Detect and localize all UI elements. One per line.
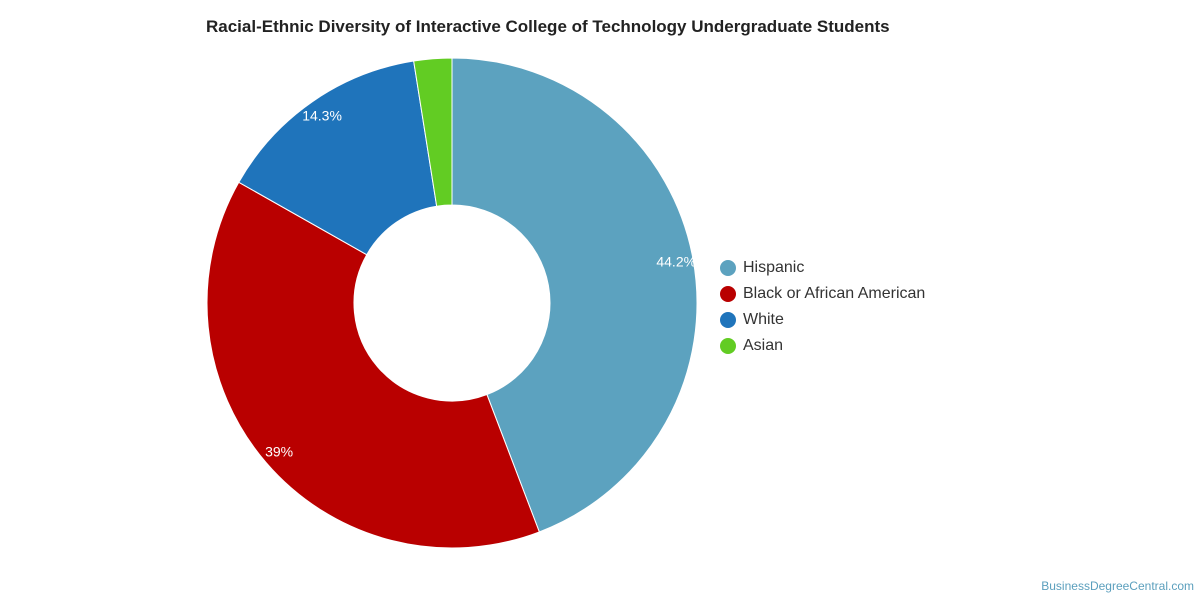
legend-item-hispanic[interactable]: Hispanic — [720, 255, 925, 281]
legend-label: Black or African American — [743, 285, 926, 302]
legend-swatch-icon — [720, 338, 736, 354]
chart-legend: Hispanic Black or African American White As… — [720, 255, 925, 359]
legend-label: White — [743, 311, 784, 328]
source-credit[interactable]: BusinessDegreeCentral.com — [1041, 579, 1194, 593]
slice-label-hispanic: 44.2% — [656, 254, 696, 270]
chart-title: Racial-Ethnic Diversity of Interactive C… — [206, 17, 890, 36]
slice-black-or-african-american[interactable] — [206, 181, 540, 549]
slice-label-white: 14.3% — [302, 108, 342, 124]
legend-swatch-icon — [720, 312, 736, 328]
slice-white[interactable] — [238, 60, 438, 256]
slice-asian[interactable] — [413, 57, 453, 207]
legend-item-asian[interactable]: Asian — [720, 333, 925, 359]
legend-label: Hispanic — [743, 259, 805, 276]
legend-item-white[interactable]: White — [720, 307, 925, 333]
legend-swatch-icon — [720, 260, 736, 276]
legend-swatch-icon — [720, 286, 736, 302]
slice-hispanic[interactable] — [451, 57, 698, 533]
slice-label-black-or-african-american: 39% — [265, 444, 293, 460]
legend-item-black-or-african-american[interactable]: Black or African American — [720, 281, 925, 307]
legend-label: Asian — [743, 337, 784, 354]
